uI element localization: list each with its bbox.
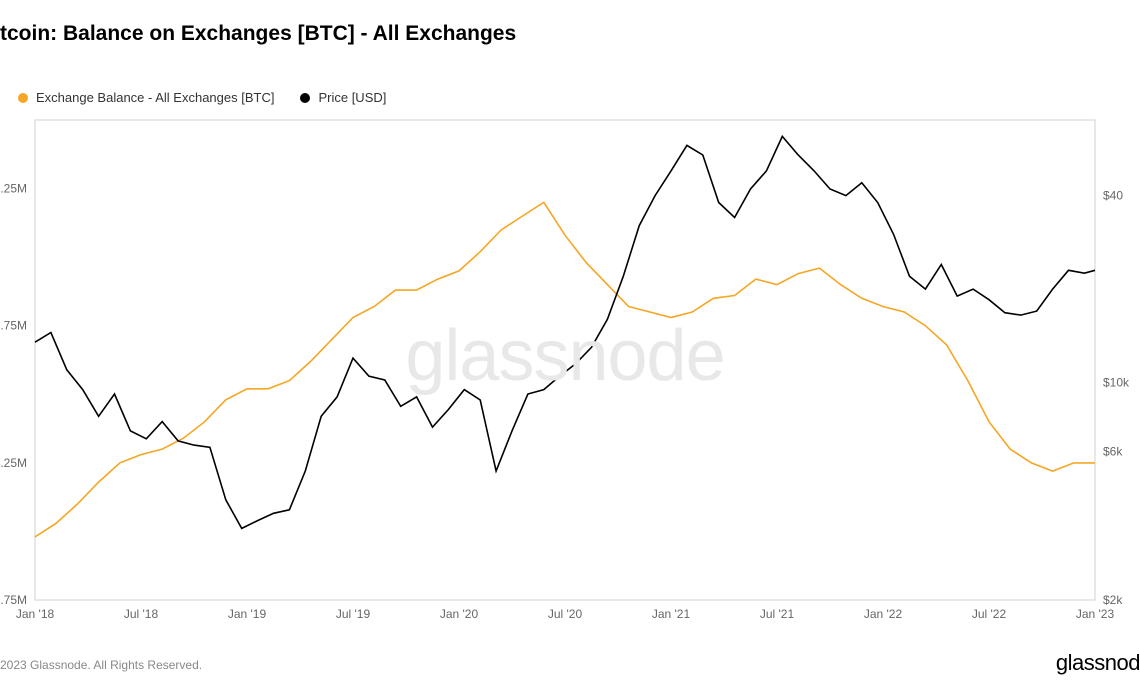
- x-tick: Jan '22: [864, 607, 903, 621]
- y-left-tick: .25M: [0, 456, 27, 470]
- chart-svg: 1.75M.25M.75M.25M$2k$6k$10k$40Jan '18Jul…: [35, 120, 1095, 600]
- legend-dot-price: [300, 93, 310, 103]
- x-tick: Jul '22: [972, 607, 1007, 621]
- x-tick: Jan '19: [228, 607, 267, 621]
- chart-title: tcoin: Balance on Exchanges [BTC] - All …: [0, 22, 516, 46]
- chart-container: tcoin: Balance on Exchanges [BTC] - All …: [0, 0, 1140, 694]
- legend-label-price: Price [USD]: [318, 90, 386, 105]
- copyright-text: 2023 Glassnode. All Rights Reserved.: [0, 658, 202, 672]
- x-tick: Jul '19: [336, 607, 371, 621]
- legend-dot-balance: [18, 93, 28, 103]
- y-right-tick: $6k: [1103, 445, 1123, 459]
- x-tick: Jan '20: [440, 607, 479, 621]
- y-left-tick: 1.75M: [0, 593, 27, 607]
- y-left-tick: .75M: [0, 319, 27, 333]
- legend-item-balance: Exchange Balance - All Exchanges [BTC]: [18, 90, 274, 105]
- brand-logo: glassnod: [1056, 650, 1140, 676]
- x-tick: Jul '21: [760, 607, 795, 621]
- chart-area: glassnode 1.75M.25M.75M.25M$2k$6k$10k$40…: [35, 120, 1095, 600]
- legend-item-price: Price [USD]: [300, 90, 386, 105]
- x-tick: Jan '23: [1076, 607, 1115, 621]
- y-right-tick: $10k: [1103, 376, 1130, 390]
- legend: Exchange Balance - All Exchanges [BTC] P…: [18, 90, 386, 105]
- balance-line: [35, 202, 1095, 537]
- y-right-tick: $2k: [1103, 593, 1123, 607]
- x-tick: Jan '18: [16, 607, 55, 621]
- y-left-tick: .25M: [0, 182, 27, 196]
- y-right-tick: $40: [1103, 189, 1123, 203]
- price-line: [35, 136, 1095, 528]
- x-tick: Jul '20: [548, 607, 583, 621]
- x-tick: Jan '21: [652, 607, 691, 621]
- legend-label-balance: Exchange Balance - All Exchanges [BTC]: [36, 90, 274, 105]
- x-tick: Jul '18: [124, 607, 159, 621]
